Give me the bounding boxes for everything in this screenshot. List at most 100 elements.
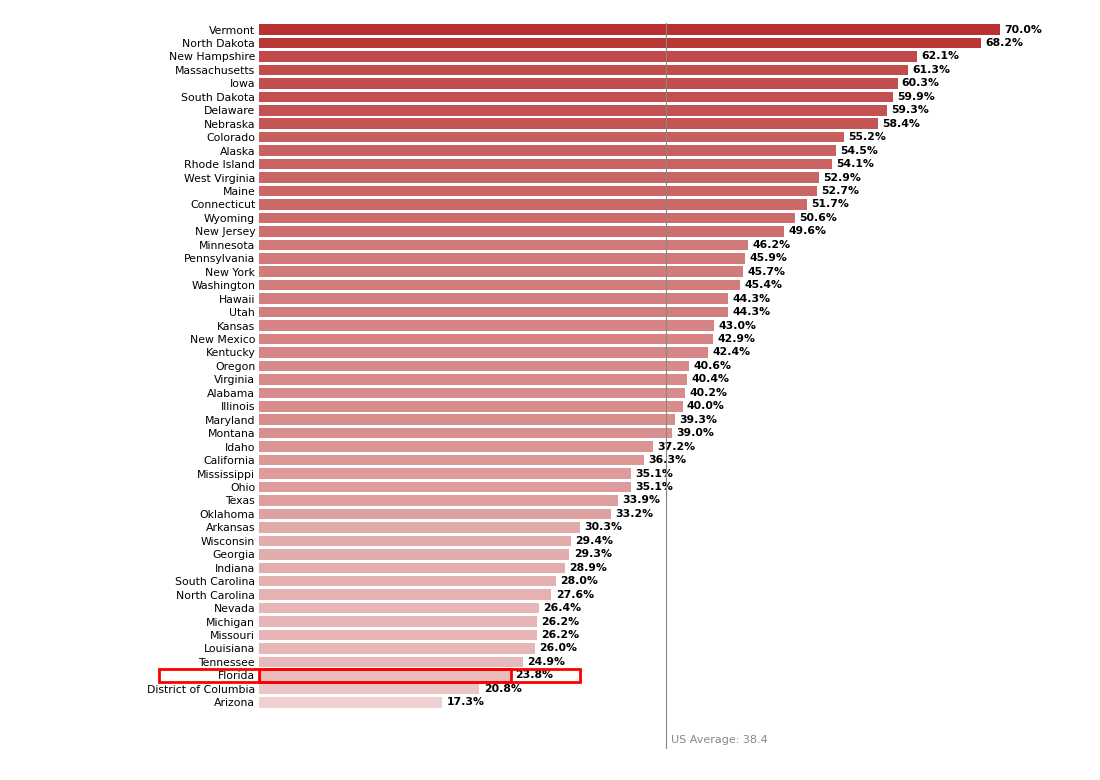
Bar bbox=[260, 307, 728, 317]
Text: 45.9%: 45.9% bbox=[749, 254, 788, 264]
Text: 26.2%: 26.2% bbox=[541, 630, 579, 640]
Bar bbox=[260, 132, 844, 143]
Text: 52.9%: 52.9% bbox=[824, 172, 861, 183]
Bar bbox=[260, 495, 618, 505]
Bar bbox=[260, 683, 480, 694]
Bar bbox=[260, 105, 887, 115]
Bar bbox=[260, 321, 715, 331]
Text: 28.0%: 28.0% bbox=[560, 576, 597, 587]
Text: 37.2%: 37.2% bbox=[658, 441, 695, 452]
Bar bbox=[260, 482, 631, 492]
Text: 40.4%: 40.4% bbox=[691, 374, 729, 385]
Bar bbox=[260, 51, 916, 62]
Text: US Average: 38.4: US Average: 38.4 bbox=[671, 735, 768, 745]
Bar bbox=[260, 253, 745, 264]
Text: 27.6%: 27.6% bbox=[556, 590, 594, 600]
Text: 68.2%: 68.2% bbox=[986, 38, 1023, 48]
Text: 26.0%: 26.0% bbox=[539, 644, 576, 654]
Text: 59.3%: 59.3% bbox=[891, 105, 930, 115]
Text: 54.5%: 54.5% bbox=[840, 146, 878, 156]
Text: 44.3%: 44.3% bbox=[733, 293, 771, 303]
Text: 35.1%: 35.1% bbox=[635, 482, 673, 492]
Bar bbox=[260, 280, 740, 290]
Bar bbox=[260, 199, 806, 210]
Bar bbox=[260, 629, 537, 640]
Bar bbox=[260, 267, 744, 277]
Bar bbox=[158, 668, 260, 682]
Bar bbox=[260, 293, 728, 304]
Bar bbox=[260, 388, 685, 398]
Text: 40.2%: 40.2% bbox=[689, 388, 727, 398]
Text: 44.3%: 44.3% bbox=[733, 307, 771, 317]
Bar bbox=[260, 562, 565, 573]
Text: 29.3%: 29.3% bbox=[574, 549, 612, 559]
Text: 54.1%: 54.1% bbox=[836, 159, 874, 169]
Bar bbox=[260, 91, 893, 102]
Text: 43.0%: 43.0% bbox=[718, 321, 757, 331]
Text: 52.7%: 52.7% bbox=[822, 186, 859, 196]
Bar bbox=[260, 697, 442, 707]
Bar bbox=[260, 186, 817, 197]
Text: 17.3%: 17.3% bbox=[447, 697, 485, 707]
Bar bbox=[260, 522, 580, 533]
Text: 35.1%: 35.1% bbox=[635, 469, 673, 479]
Text: 40.6%: 40.6% bbox=[693, 361, 732, 371]
Bar bbox=[260, 65, 909, 75]
Bar bbox=[260, 334, 714, 344]
Bar bbox=[260, 145, 836, 156]
Bar bbox=[260, 468, 631, 479]
Text: 26.4%: 26.4% bbox=[543, 603, 581, 613]
Text: 61.3%: 61.3% bbox=[912, 65, 950, 75]
Bar bbox=[260, 78, 898, 89]
Bar bbox=[260, 509, 610, 519]
Text: 42.9%: 42.9% bbox=[717, 334, 756, 344]
Bar bbox=[260, 576, 556, 587]
Bar bbox=[260, 668, 580, 682]
Text: 29.4%: 29.4% bbox=[575, 536, 613, 546]
Bar bbox=[260, 455, 644, 466]
Text: 39.3%: 39.3% bbox=[680, 415, 717, 425]
Text: 23.8%: 23.8% bbox=[516, 670, 553, 680]
Bar bbox=[260, 239, 748, 250]
Text: 42.4%: 42.4% bbox=[713, 347, 750, 357]
Bar bbox=[260, 441, 653, 452]
Text: 50.6%: 50.6% bbox=[800, 213, 837, 223]
Text: 60.3%: 60.3% bbox=[902, 78, 939, 88]
Text: 58.4%: 58.4% bbox=[882, 119, 920, 129]
Text: 24.9%: 24.9% bbox=[527, 657, 565, 667]
Text: 28.9%: 28.9% bbox=[570, 562, 607, 573]
Bar bbox=[260, 159, 832, 169]
Text: 70.0%: 70.0% bbox=[1004, 24, 1043, 34]
Bar bbox=[260, 360, 689, 371]
Text: 20.8%: 20.8% bbox=[484, 684, 521, 694]
Text: 59.9%: 59.9% bbox=[898, 92, 935, 102]
Bar bbox=[260, 536, 571, 546]
Text: 36.3%: 36.3% bbox=[648, 455, 686, 465]
Bar bbox=[260, 37, 981, 48]
Text: 33.9%: 33.9% bbox=[623, 495, 660, 505]
Text: 49.6%: 49.6% bbox=[789, 226, 826, 236]
Bar bbox=[260, 657, 522, 667]
Bar bbox=[260, 24, 1000, 35]
Bar bbox=[260, 670, 512, 681]
Bar bbox=[260, 414, 675, 425]
Bar bbox=[260, 668, 512, 682]
Bar bbox=[260, 374, 688, 385]
Bar bbox=[260, 213, 795, 223]
Bar bbox=[260, 590, 551, 600]
Bar bbox=[260, 172, 820, 183]
Text: 45.7%: 45.7% bbox=[747, 267, 785, 277]
Bar bbox=[260, 603, 539, 613]
Bar bbox=[260, 549, 570, 559]
Text: 39.0%: 39.0% bbox=[676, 428, 714, 438]
Text: 40.0%: 40.0% bbox=[688, 401, 725, 411]
Text: 30.3%: 30.3% bbox=[584, 523, 623, 533]
Text: 45.4%: 45.4% bbox=[744, 280, 782, 290]
Text: 46.2%: 46.2% bbox=[752, 239, 791, 250]
Text: 55.2%: 55.2% bbox=[848, 132, 886, 142]
Bar bbox=[260, 119, 878, 129]
Bar bbox=[260, 226, 784, 236]
Text: 33.2%: 33.2% bbox=[615, 509, 653, 519]
Text: 26.2%: 26.2% bbox=[541, 616, 579, 626]
Bar bbox=[260, 428, 672, 438]
